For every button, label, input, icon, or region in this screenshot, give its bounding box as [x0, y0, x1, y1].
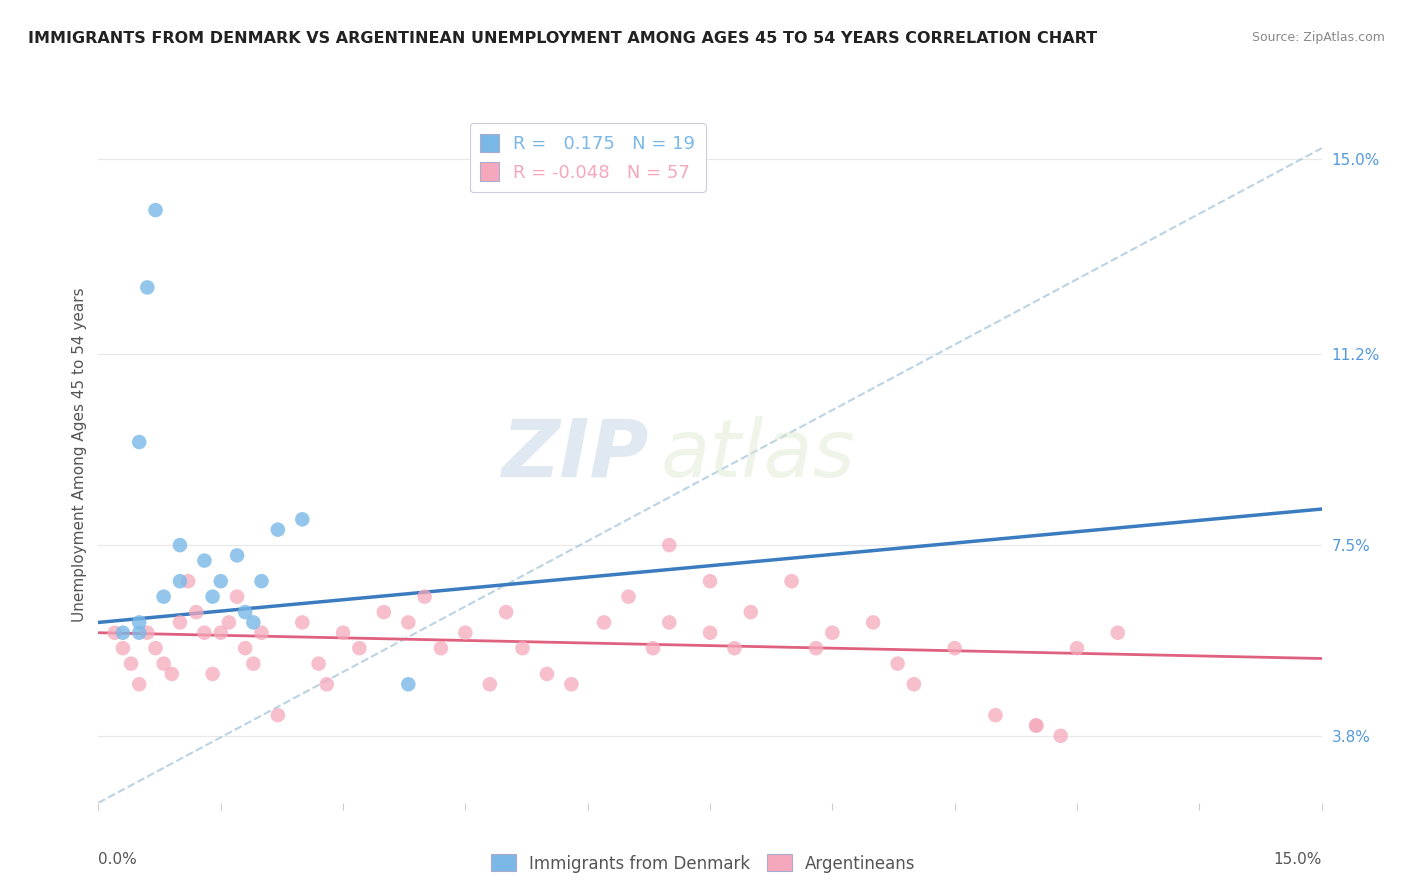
- Point: [658, 538, 681, 552]
- Point: [658, 615, 681, 630]
- Point: [396, 615, 419, 630]
- Point: [186, 605, 208, 619]
- Point: [177, 574, 200, 589]
- Point: [226, 549, 249, 563]
- Point: [111, 641, 134, 656]
- Point: [315, 677, 337, 691]
- Point: [250, 574, 273, 589]
- Point: [145, 641, 167, 656]
- Point: [641, 641, 664, 656]
- Point: [201, 590, 224, 604]
- Point: [699, 574, 721, 589]
- Point: [740, 605, 762, 619]
- Point: [152, 590, 174, 604]
- Point: [160, 667, 183, 681]
- Point: [291, 615, 314, 630]
- Point: [862, 615, 884, 630]
- Point: [250, 625, 273, 640]
- Point: [233, 641, 256, 656]
- Text: 15.0%: 15.0%: [1274, 852, 1322, 866]
- Point: [209, 625, 232, 640]
- Point: [512, 641, 534, 656]
- Point: [617, 590, 640, 604]
- Text: 0.0%: 0.0%: [98, 852, 138, 866]
- Legend: R =   0.175   N = 19, R = -0.048   N = 57: R = 0.175 N = 19, R = -0.048 N = 57: [470, 123, 706, 193]
- Point: [128, 625, 150, 640]
- Point: [943, 641, 966, 656]
- Point: [984, 708, 1007, 723]
- Point: [413, 590, 436, 604]
- Point: [804, 641, 827, 656]
- Point: [1025, 718, 1047, 732]
- Point: [267, 523, 290, 537]
- Point: [169, 615, 191, 630]
- Point: [136, 280, 159, 294]
- Legend: Immigrants from Denmark, Argentineans: Immigrants from Denmark, Argentineans: [484, 847, 922, 880]
- Point: [104, 625, 127, 640]
- Point: [373, 605, 395, 619]
- Point: [128, 615, 150, 630]
- Point: [242, 615, 264, 630]
- Point: [699, 625, 721, 640]
- Point: [780, 574, 803, 589]
- Point: [396, 677, 419, 691]
- Point: [242, 657, 264, 671]
- Point: [903, 677, 925, 691]
- Point: [1066, 641, 1088, 656]
- Point: [226, 590, 249, 604]
- Point: [536, 667, 558, 681]
- Point: [332, 625, 354, 640]
- Point: [169, 538, 191, 552]
- Point: [349, 641, 371, 656]
- Point: [128, 677, 150, 691]
- Point: [136, 625, 159, 640]
- Point: [478, 677, 501, 691]
- Point: [218, 615, 240, 630]
- Point: [152, 657, 174, 671]
- Text: Source: ZipAtlas.com: Source: ZipAtlas.com: [1251, 31, 1385, 45]
- Point: [193, 553, 215, 567]
- Point: [723, 641, 745, 656]
- Point: [495, 605, 517, 619]
- Point: [291, 512, 314, 526]
- Point: [169, 574, 191, 589]
- Point: [209, 574, 232, 589]
- Point: [120, 657, 142, 671]
- Point: [821, 625, 844, 640]
- Point: [308, 657, 330, 671]
- Point: [430, 641, 453, 656]
- Point: [886, 657, 908, 671]
- Point: [1025, 718, 1047, 732]
- Point: [267, 708, 290, 723]
- Point: [1049, 729, 1071, 743]
- Point: [193, 625, 215, 640]
- Point: [201, 667, 224, 681]
- Y-axis label: Unemployment Among Ages 45 to 54 years: Unemployment Among Ages 45 to 54 years: [72, 287, 87, 623]
- Point: [111, 625, 134, 640]
- Point: [233, 605, 256, 619]
- Text: ZIP: ZIP: [502, 416, 650, 494]
- Point: [593, 615, 616, 630]
- Point: [560, 677, 582, 691]
- Point: [1107, 625, 1129, 640]
- Point: [145, 203, 167, 218]
- Point: [454, 625, 477, 640]
- Text: atlas: atlas: [661, 416, 856, 494]
- Point: [128, 435, 150, 450]
- Text: IMMIGRANTS FROM DENMARK VS ARGENTINEAN UNEMPLOYMENT AMONG AGES 45 TO 54 YEARS CO: IMMIGRANTS FROM DENMARK VS ARGENTINEAN U…: [28, 31, 1097, 46]
